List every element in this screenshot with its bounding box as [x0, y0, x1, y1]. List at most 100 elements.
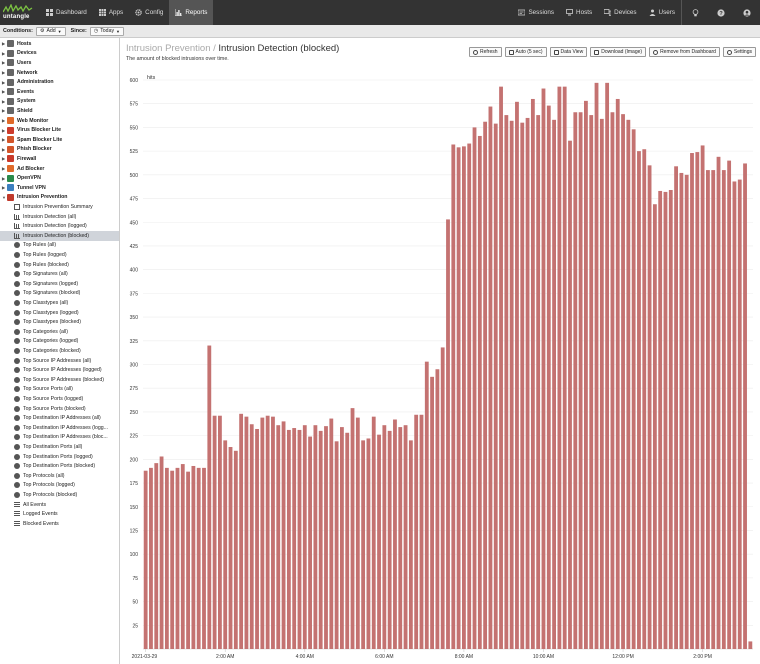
- sidebar-report-item[interactable]: Top Protocols (blocked): [0, 490, 119, 500]
- sidebar-report-item[interactable]: Top Destination Ports (all): [0, 442, 119, 452]
- collapsed-caret-icon[interactable]: ▶: [2, 60, 6, 66]
- bar: [159, 456, 164, 649]
- sidebar-report-item[interactable]: Top Signatures (all): [0, 269, 119, 279]
- untangle-logo[interactable]: untangle: [0, 0, 38, 25]
- collapsed-caret-icon[interactable]: ▶: [2, 156, 6, 162]
- bar: [732, 181, 737, 649]
- sidebar-report-item[interactable]: Top Destination Ports (logged): [0, 452, 119, 462]
- nav-sessions-button[interactable]: Sessions: [512, 0, 560, 25]
- sidebar-report-item[interactable]: Top Source Ports (all): [0, 385, 119, 395]
- sidebar-category-web-monitor[interactable]: ▶ Web Monitor: [0, 116, 119, 126]
- bar: [202, 467, 206, 649]
- sidebar-report-item[interactable]: Top Signatures (logged): [0, 279, 119, 289]
- collapsed-caret-icon[interactable]: ▶: [2, 146, 6, 152]
- sidebar-report-item[interactable]: Intrusion Detection (logged): [0, 221, 119, 231]
- sidebar-report-item[interactable]: Top Destination Ports (blocked): [0, 461, 119, 471]
- sidebar-report-item[interactable]: Top Categories (blocked): [0, 346, 119, 356]
- sidebar-category-virus-blocker-lite[interactable]: ▶ Virus Blocker Lite: [0, 125, 119, 135]
- sidebar-report-item[interactable]: Top Protocols (logged): [0, 481, 119, 491]
- sidebar-report-item[interactable]: Top Rules (all): [0, 241, 119, 251]
- nav-devices-button[interactable]: Devices: [598, 0, 642, 25]
- collapsed-caret-icon[interactable]: ▶: [2, 127, 6, 133]
- auto-5-sec-button[interactable]: Auto (5 sec): [504, 47, 547, 57]
- sidebar-category-label: Virus Blocker Lite: [17, 127, 62, 134]
- sidebar-category-users[interactable]: ▶ Users: [0, 58, 119, 68]
- sidebar-category-hosts[interactable]: ▶ Hosts: [0, 39, 119, 49]
- settings-button[interactable]: Settings: [722, 47, 756, 57]
- sidebar-category-network[interactable]: ▶ Network: [0, 68, 119, 78]
- refresh-button[interactable]: Refresh: [469, 47, 502, 57]
- download-image-button[interactable]: Download (Image): [590, 47, 647, 57]
- sidebar-report-label: Top Rules (all): [23, 242, 57, 249]
- collapsed-caret-icon[interactable]: ▶: [2, 185, 6, 191]
- category-app-icon: [7, 174, 14, 182]
- sidebar-report-item[interactable]: Top Rules (logged): [0, 250, 119, 260]
- collapsed-caret-icon[interactable]: ▶: [2, 137, 6, 143]
- nav-users-button[interactable]: Users: [643, 0, 681, 25]
- sidebar-category-spam-blocker-lite[interactable]: ▶ Spam Blocker Lite: [0, 135, 119, 145]
- remove-from-dashboard-button[interactable]: Remove from Dashboard: [649, 47, 720, 57]
- collapsed-caret-icon[interactable]: ▶: [2, 79, 6, 85]
- sidebar-report-item[interactable]: Top Categories (all): [0, 327, 119, 337]
- sidebar-report-item[interactable]: Intrusion Prevention Summary: [0, 202, 119, 212]
- sidebar-report-item[interactable]: Top Destination IP Addresses (bloc...: [0, 433, 119, 443]
- sidebar-category-phish-blocker[interactable]: ▶ Phish Blocker: [0, 145, 119, 155]
- collapsed-caret-icon[interactable]: ▶: [2, 41, 6, 47]
- collapsed-caret-icon[interactable]: ▶: [2, 166, 6, 172]
- account-button[interactable]: [734, 0, 760, 25]
- sidebar-report-item[interactable]: Logged Events: [0, 509, 119, 519]
- category-app-icon: [7, 184, 14, 192]
- nav-gear-tab[interactable]: Config: [129, 0, 169, 25]
- collapsed-caret-icon[interactable]: ▶: [2, 50, 6, 56]
- sidebar-category-devices[interactable]: ▶ Devices: [0, 49, 119, 59]
- sidebar-category-tunnel-vpn[interactable]: ▶ Tunnel VPN: [0, 183, 119, 193]
- sidebar-report-item[interactable]: Intrusion Detection (blocked): [0, 231, 119, 241]
- help-button[interactable]: ?: [708, 0, 734, 25]
- expanded-caret-icon[interactable]: ▼: [2, 194, 6, 200]
- sidebar-report-item[interactable]: Intrusion Detection (all): [0, 212, 119, 222]
- sidebar-report-item[interactable]: Top Signatures (blocked): [0, 289, 119, 299]
- sidebar-category-system[interactable]: ▶ System: [0, 97, 119, 107]
- collapsed-caret-icon[interactable]: ▶: [2, 89, 6, 95]
- sidebar-report-item[interactable]: Top Rules (blocked): [0, 260, 119, 270]
- data-view-button[interactable]: Data View: [549, 47, 588, 57]
- report-category[interactable]: Intrusion Prevention: [126, 43, 211, 54]
- sidebar-report-item[interactable]: Top Protocols (all): [0, 471, 119, 481]
- collapsed-caret-icon[interactable]: ▶: [2, 70, 6, 76]
- lightbulb-button[interactable]: [682, 0, 708, 25]
- sidebar-report-item[interactable]: Top Source IP Addresses (blocked): [0, 375, 119, 385]
- sidebar-report-label: All Events: [23, 501, 47, 508]
- sidebar-category-events[interactable]: ▶ Events: [0, 87, 119, 97]
- nav-hosts-button[interactable]: Hosts: [560, 0, 598, 25]
- sidebar-category-firewall[interactable]: ▶ Firewall: [0, 154, 119, 164]
- sidebar-report-label: Top Categories (logged): [23, 338, 79, 345]
- sidebar-category-ad-blocker[interactable]: ▶ Ad Blocker: [0, 164, 119, 174]
- collapsed-caret-icon[interactable]: ▶: [2, 108, 6, 114]
- filter-icon: ⚙: [39, 28, 45, 34]
- sidebar-report-item[interactable]: Top Classtypes (logged): [0, 308, 119, 318]
- sidebar-report-item[interactable]: All Events: [0, 500, 119, 510]
- sidebar-category-shield[interactable]: ▶ Shield: [0, 106, 119, 116]
- nav-reports-tab[interactable]: Reports: [169, 0, 214, 25]
- nav-apps-tab[interactable]: Apps: [93, 0, 129, 25]
- since-dropdown[interactable]: ◷ Today ▼: [89, 26, 125, 36]
- sidebar-report-item[interactable]: Top Source IP Addresses (logged): [0, 365, 119, 375]
- sidebar-category-openvpn[interactable]: ▶ OpenVPN: [0, 173, 119, 183]
- sidebar-category-intrusion-prevention[interactable]: ▼ Intrusion Prevention: [0, 193, 119, 203]
- collapsed-caret-icon[interactable]: ▶: [2, 98, 6, 104]
- sidebar-report-item[interactable]: Top Classtypes (blocked): [0, 317, 119, 327]
- nav-dashboard-tab[interactable]: Dashboard: [40, 0, 93, 25]
- sidebar-report-item[interactable]: Top Destination IP Addresses (all): [0, 413, 119, 423]
- y-tick-label: 325: [130, 339, 139, 345]
- collapsed-caret-icon[interactable]: ▶: [2, 118, 6, 124]
- add-condition-button[interactable]: ⚙ Add ▼: [35, 26, 66, 36]
- sidebar-report-item[interactable]: Top Source Ports (logged): [0, 394, 119, 404]
- sidebar-report-item[interactable]: Top Source Ports (blocked): [0, 404, 119, 414]
- sidebar-category-administration[interactable]: ▶ Administration: [0, 77, 119, 87]
- sidebar-report-item[interactable]: Top Source IP Addresses (all): [0, 356, 119, 366]
- sidebar-report-item[interactable]: Top Destination IP Addresses (logg...: [0, 423, 119, 433]
- sidebar-report-item[interactable]: Top Categories (logged): [0, 337, 119, 347]
- collapsed-caret-icon[interactable]: ▶: [2, 175, 6, 181]
- sidebar-report-item[interactable]: Top Classtypes (all): [0, 298, 119, 308]
- sidebar-report-item[interactable]: Blocked Events: [0, 519, 119, 529]
